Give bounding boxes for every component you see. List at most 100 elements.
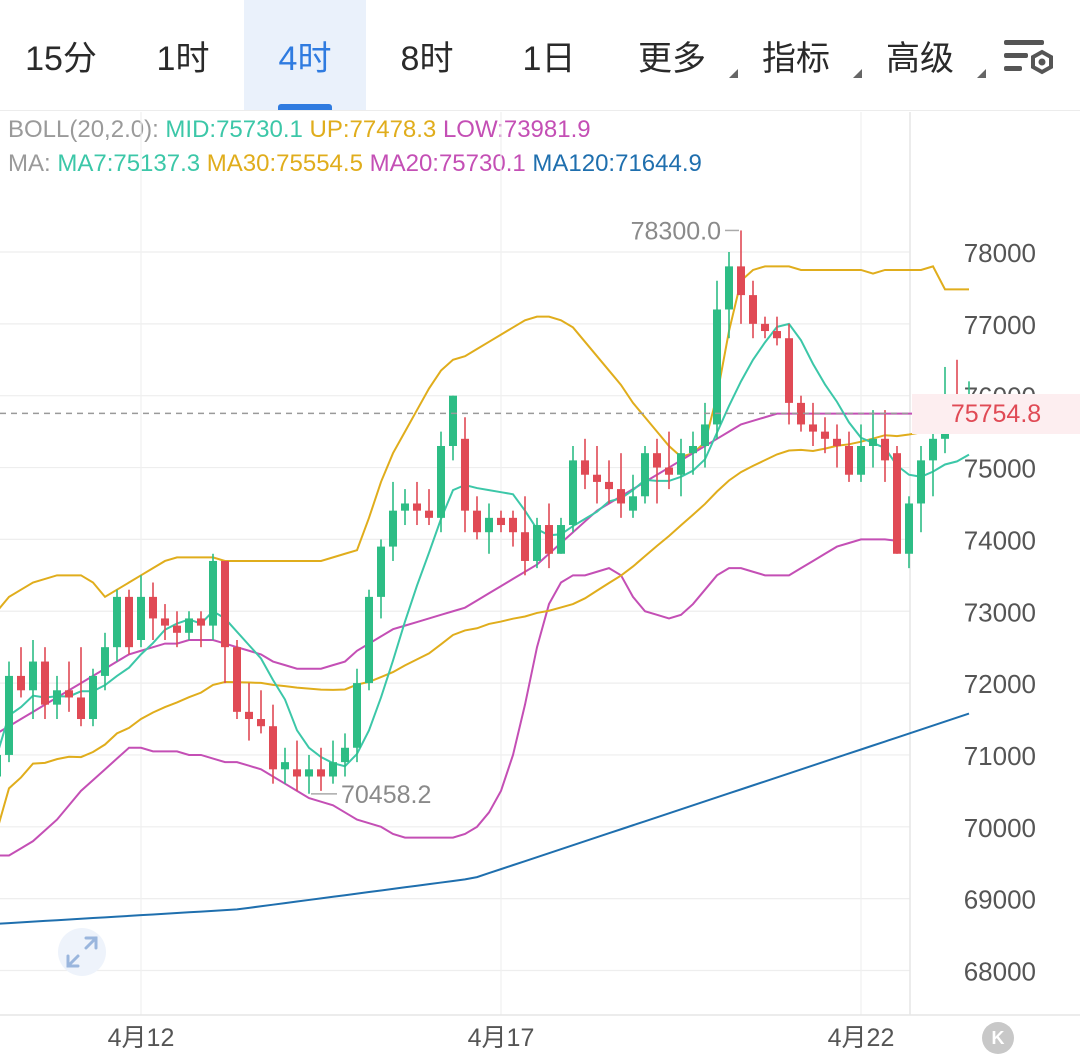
ma30-value: MA30:75554.5 xyxy=(206,150,363,177)
tab-more[interactable]: 更多 xyxy=(620,0,738,110)
current-price-tag: 75754.8 xyxy=(912,394,1080,434)
candle-body xyxy=(257,719,265,727)
candle-body xyxy=(305,769,313,777)
tab-advanced[interactable]: 高级 xyxy=(868,0,986,110)
candle-body xyxy=(29,661,37,691)
candle-body xyxy=(425,510,433,518)
y-tick-label: 78000 xyxy=(964,238,1036,268)
y-tick-label: 68000 xyxy=(964,957,1036,987)
candle-body xyxy=(353,683,361,748)
candle-body xyxy=(557,525,565,554)
candle-body xyxy=(101,647,109,676)
y-tick-label: 71000 xyxy=(964,741,1036,771)
ma120-value: MA120:71644.9 xyxy=(532,150,702,177)
candle-body xyxy=(5,675,13,755)
y-tick-label: 75000 xyxy=(964,454,1036,484)
y-tick-label: 70000 xyxy=(964,813,1036,843)
tab-label: 4时 xyxy=(278,39,332,78)
tab-8h[interactable]: 8时 xyxy=(366,0,488,110)
candle-body xyxy=(653,453,661,468)
candle-body xyxy=(65,690,73,698)
boll-lower-band-line xyxy=(0,538,898,857)
candle-body xyxy=(77,697,85,720)
ma30-line xyxy=(0,423,970,824)
tab-label: 更多 xyxy=(638,39,706,78)
dropdown-caret-icon xyxy=(853,69,862,78)
candle-body xyxy=(473,510,481,533)
current-price-value: 75754.8 xyxy=(950,399,1042,428)
y-tick-label: 74000 xyxy=(964,525,1036,555)
candle-body xyxy=(701,424,709,446)
candle-body xyxy=(485,517,493,533)
x-tick-label: 4月17 xyxy=(468,1024,535,1052)
candle-body xyxy=(917,460,925,504)
candle-body xyxy=(317,769,325,777)
candle-body xyxy=(785,338,793,403)
candle-body xyxy=(113,596,121,648)
k-logo-icon[interactable]: K xyxy=(982,1022,1014,1054)
ma120-line xyxy=(0,712,970,925)
candle-body xyxy=(605,481,613,490)
tab-indicators[interactable]: 指标 xyxy=(744,0,862,110)
candle-body xyxy=(629,496,637,511)
candle-body xyxy=(293,769,301,777)
candle-body xyxy=(761,323,769,332)
candle-body xyxy=(593,474,601,482)
candle-body xyxy=(209,560,217,626)
candle-body xyxy=(185,618,193,633)
candle-body xyxy=(845,445,853,475)
candle-body xyxy=(905,503,913,554)
candle-body xyxy=(53,690,61,705)
chart-settings-icon[interactable] xyxy=(1002,36,1058,80)
candle-body xyxy=(821,431,829,439)
candle-body xyxy=(245,711,253,720)
ma7-value: MA7:75137.3 xyxy=(57,150,201,177)
candle-body xyxy=(737,266,745,296)
candle-body xyxy=(365,596,373,684)
candle-body xyxy=(521,532,529,561)
candle-body xyxy=(125,596,133,648)
tab-label: 1日 xyxy=(522,39,576,78)
boll-mid-value: MID:75730.1 xyxy=(165,116,303,143)
candle-body xyxy=(389,510,397,547)
candle-body xyxy=(809,424,817,432)
candle-body xyxy=(497,517,505,526)
high-price-label: 78300.0 xyxy=(631,217,721,245)
candle-body xyxy=(773,331,781,339)
candle-body xyxy=(569,460,577,526)
expand-icon[interactable] xyxy=(56,926,108,978)
candle-body xyxy=(725,266,733,310)
candle-body xyxy=(173,625,181,633)
tab-label: 15分 xyxy=(25,39,97,78)
candle-body xyxy=(509,517,517,533)
candle-body xyxy=(41,661,49,705)
candle-body xyxy=(377,546,385,597)
candle-body xyxy=(161,618,169,626)
tab-1d[interactable]: 1日 xyxy=(488,0,610,110)
candle-body xyxy=(281,762,289,770)
y-tick-label: 77000 xyxy=(964,310,1036,340)
low-price-label: 70458.2 xyxy=(341,781,431,809)
candle-body xyxy=(269,726,277,770)
x-tick-label: 4月12 xyxy=(108,1024,175,1052)
candle-body xyxy=(641,453,649,497)
candle-body xyxy=(341,747,349,763)
ma-prefix: MA: xyxy=(8,150,51,177)
dropdown-caret-icon xyxy=(729,69,738,78)
candle-body xyxy=(833,438,841,446)
tab-1h[interactable]: 1时 xyxy=(122,0,244,110)
candle-body xyxy=(533,525,541,561)
boll-prefix: BOLL(20,2.0): xyxy=(8,116,159,143)
y-tick-label: 73000 xyxy=(964,597,1036,627)
x-tick-label: 4月22 xyxy=(828,1024,895,1052)
tab-4h[interactable]: 4时 xyxy=(244,0,366,110)
ma20-value: MA20:75730.1 xyxy=(369,150,526,177)
candle-body xyxy=(617,489,625,504)
boll-legend: BOLL(20,2.0): MID:75730.1 UP:77478.3 LOW… xyxy=(8,116,591,144)
tab-label: 1时 xyxy=(156,39,210,78)
y-tick-label: 72000 xyxy=(964,669,1036,699)
candlestick-chart[interactable]: 7800077000760007500074000730007200071000… xyxy=(0,112,1080,1059)
tab-15m[interactable]: 15分 xyxy=(0,0,122,110)
candle-body xyxy=(17,675,25,691)
candle-body xyxy=(197,618,205,626)
